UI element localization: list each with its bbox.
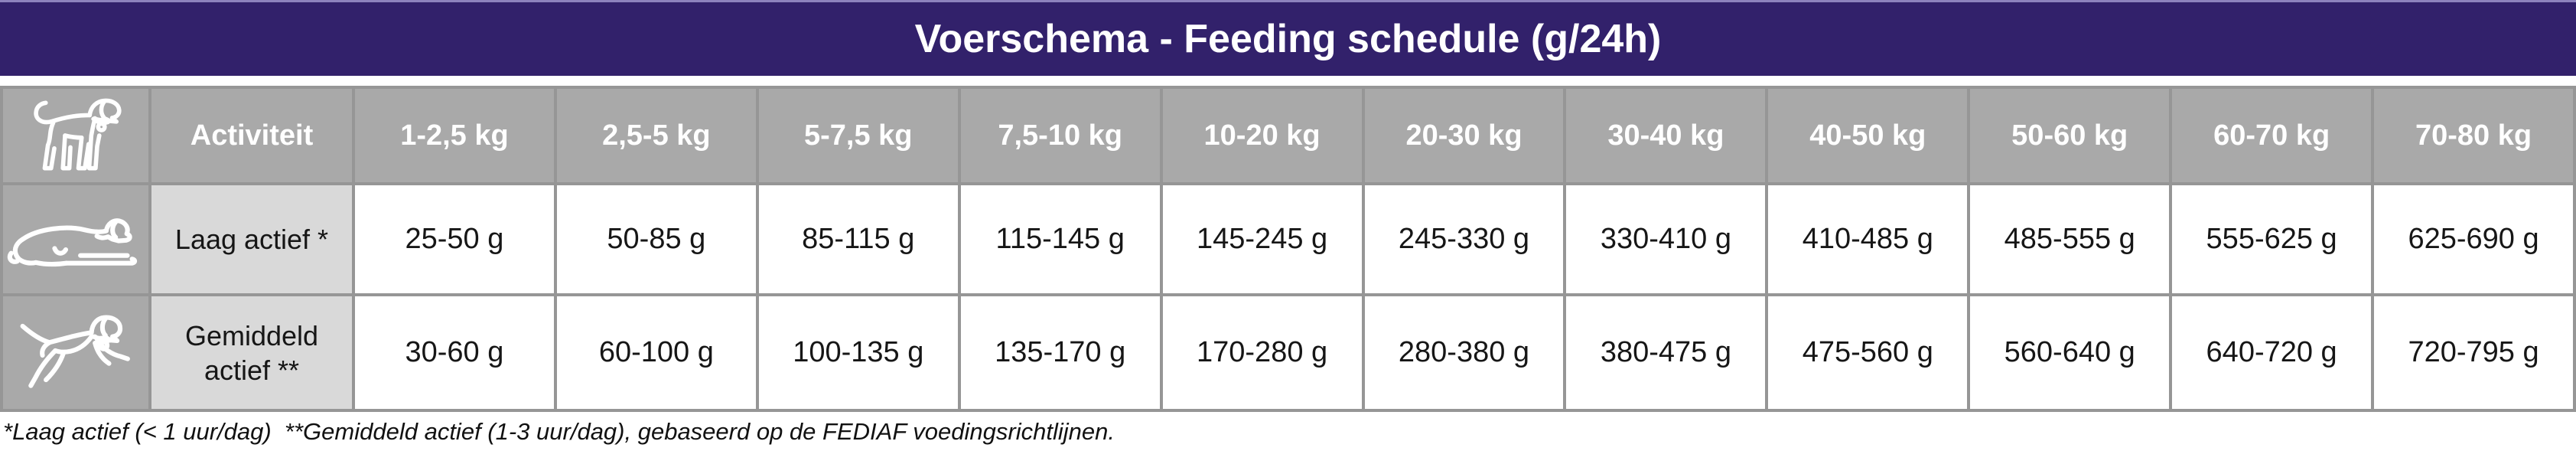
value-cell: 555-625 g (2172, 185, 2372, 293)
footnote: *Laag actief (< 1 uur/dag) **Gemiddeld a… (3, 418, 1115, 445)
value-cell: 30-60 g (355, 296, 554, 409)
weight-column-header: 10-20 kg (1162, 89, 1362, 182)
value-cell: 560-640 g (1970, 296, 2170, 409)
value-cell: 115-145 g (960, 185, 1160, 293)
weight-column-header: 7,5-10 kg (960, 89, 1160, 182)
weight-column-header: 30-40 kg (1566, 89, 1766, 182)
weight-column-header: 70-80 kg (2374, 89, 2573, 182)
activity-cell: Gemiddeld actief ** (151, 296, 352, 409)
row-icon-cell (3, 296, 148, 409)
title-bar: Voerschema - Feeding schedule (g/24h) (0, 0, 2576, 76)
standing-dog-icon (34, 98, 122, 171)
value-cell: 330-410 g (1566, 185, 1766, 293)
page-title: Voerschema - Feeding schedule (g/24h) (914, 17, 1662, 61)
lying-dog-icon (7, 217, 138, 266)
value-cell: 245-330 g (1364, 185, 1564, 293)
value-cell: 280-380 g (1364, 296, 1564, 409)
weight-column-header: 60-70 kg (2172, 89, 2372, 182)
feeding-table: Activiteit 1-2,5 kg 2,5-5 kg 5-7,5 kg 7,… (0, 86, 2576, 412)
title-table-gap (0, 76, 2576, 86)
activity-column-header: Activiteit (151, 89, 352, 182)
value-cell: 85-115 g (758, 185, 958, 293)
weight-column-header: 1-2,5 kg (355, 89, 554, 182)
value-cell: 640-720 g (2172, 296, 2372, 409)
value-cell: 625-690 g (2374, 185, 2573, 293)
row-icon-cell (3, 185, 148, 293)
value-cell: 135-170 g (960, 296, 1160, 409)
activity-cell: Laag actief * (151, 185, 352, 293)
running-dog-icon (20, 314, 130, 388)
value-cell: 25-50 g (355, 185, 554, 293)
value-cell: 720-795 g (2374, 296, 2573, 409)
value-cell: 50-85 g (556, 185, 756, 293)
value-cell: 410-485 g (1768, 185, 1968, 293)
value-cell: 170-280 g (1162, 296, 1362, 409)
weight-column-header: 5-7,5 kg (758, 89, 958, 182)
value-cell: 475-560 g (1768, 296, 1968, 409)
weight-column-header: 40-50 kg (1768, 89, 1968, 182)
value-cell: 145-245 g (1162, 185, 1362, 293)
weight-column-header: 20-30 kg (1364, 89, 1564, 182)
value-cell: 60-100 g (556, 296, 756, 409)
table-corner-icon-cell (3, 89, 148, 182)
value-cell: 100-135 g (758, 296, 958, 409)
value-cell: 485-555 g (1970, 185, 2170, 293)
weight-column-header: 2,5-5 kg (556, 89, 756, 182)
weight-column-header: 50-60 kg (1970, 89, 2170, 182)
value-cell: 380-475 g (1566, 296, 1766, 409)
